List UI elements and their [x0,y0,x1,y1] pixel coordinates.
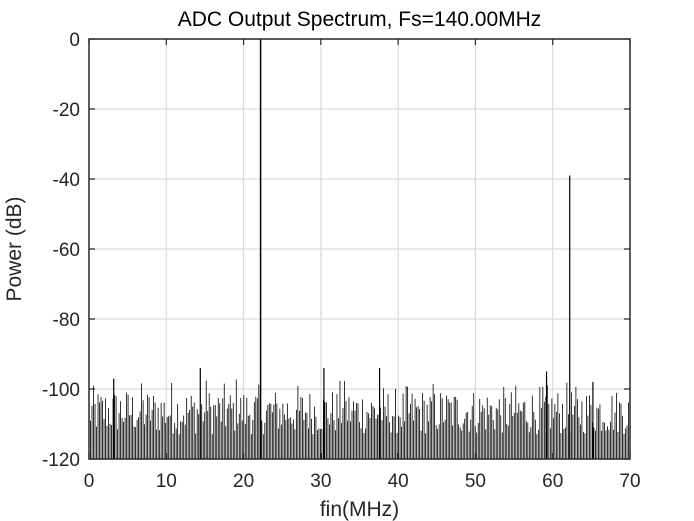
y-tick-label: -40 [53,170,80,191]
y-axis-label: Power (dB) [3,196,26,301]
y-tick-label: -60 [53,240,80,261]
x-tick-label: 0 [84,471,95,492]
x-tick-label: 20 [233,471,254,492]
x-axis-label: fin(MHz) [320,498,399,521]
x-tick-label: 30 [310,471,331,492]
y-tick-label: -120 [42,450,80,471]
x-tick-label: 60 [542,471,563,492]
x-tick-label: 40 [388,471,409,492]
y-tick-label: 0 [69,30,80,51]
x-tick-label: 10 [156,471,177,492]
y-tick-label: -100 [42,380,80,401]
axis-ticks: 0 10 20 30 40 50 60 70 0 -20 -40 -60 -80 -100 -120 [42,30,641,492]
spectrum-trace [88,39,631,459]
y-tick-label: -80 [53,310,80,331]
y-tick-label: -20 [53,100,80,121]
x-tick-label: 50 [465,471,486,492]
chart-title: ADC Output Spectrum, Fs=140.00MHz [178,8,542,31]
x-tick-label: 70 [619,471,640,492]
